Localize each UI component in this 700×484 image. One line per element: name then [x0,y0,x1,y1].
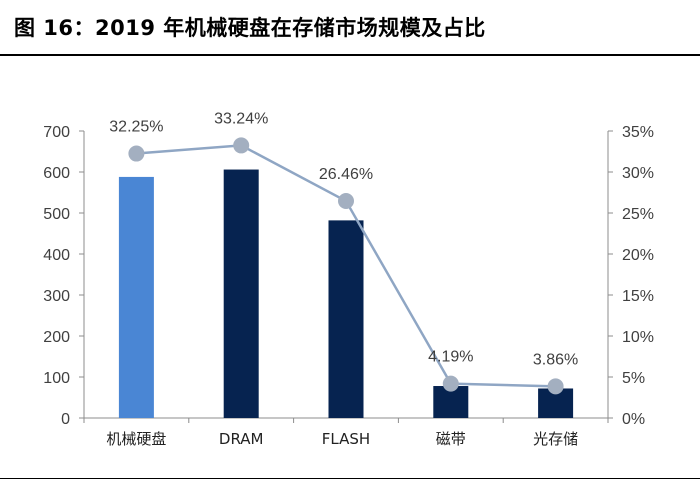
title-rule [0,54,700,56]
share-data-label: 33.24% [214,110,268,127]
y-left-tick-label: 100 [43,370,70,387]
x-tick-label: 磁带 [436,430,466,448]
x-tick-label: DRAM [219,430,264,448]
share-point [442,375,459,392]
share-point [233,137,250,154]
y-left-tick-label: 200 [43,329,70,346]
bar [328,220,364,418]
chart-header: 图 16：2019 年机械硬盘在存储市场规模及占比 [0,0,700,56]
y-left-tick-label: 400 [43,247,70,264]
share-point [547,378,564,395]
y-right-tick-label: 35% [622,124,654,141]
share-data-label: 4.19% [428,349,473,366]
y-left-tick-label: 500 [43,206,70,223]
bottom-rule [0,478,700,479]
x-tick-label: 机械硬盘 [106,430,166,448]
y-right-tick-label: 20% [622,247,654,264]
share-data-label: 32.25% [109,119,163,136]
y-right-tick-label: 10% [622,329,654,346]
y-right-tick-label: 5% [622,370,645,387]
share-point [128,145,145,162]
y-left-tick-label: 700 [43,124,70,141]
y-right-tick-label: 0% [622,411,645,428]
share-data-label: 3.86% [533,351,578,368]
x-tick-label: FLASH [322,430,370,448]
y-left-tick-label: 300 [43,288,70,305]
y-right-tick-label: 15% [622,288,654,305]
chart-title: 图 16：2019 年机械硬盘在存储市场规模及占比 [14,16,486,40]
share-data-label: 26.46% [319,166,373,183]
bar [118,176,154,418]
y-right-tick-label: 30% [622,165,654,182]
x-tick-label: 光存储 [533,430,578,448]
y-left-tick-label: 0 [61,411,70,428]
share-point [338,193,354,210]
y-right-tick-label: 25% [622,206,654,223]
y-left-tick-label: 600 [43,165,70,182]
bar [223,169,259,418]
